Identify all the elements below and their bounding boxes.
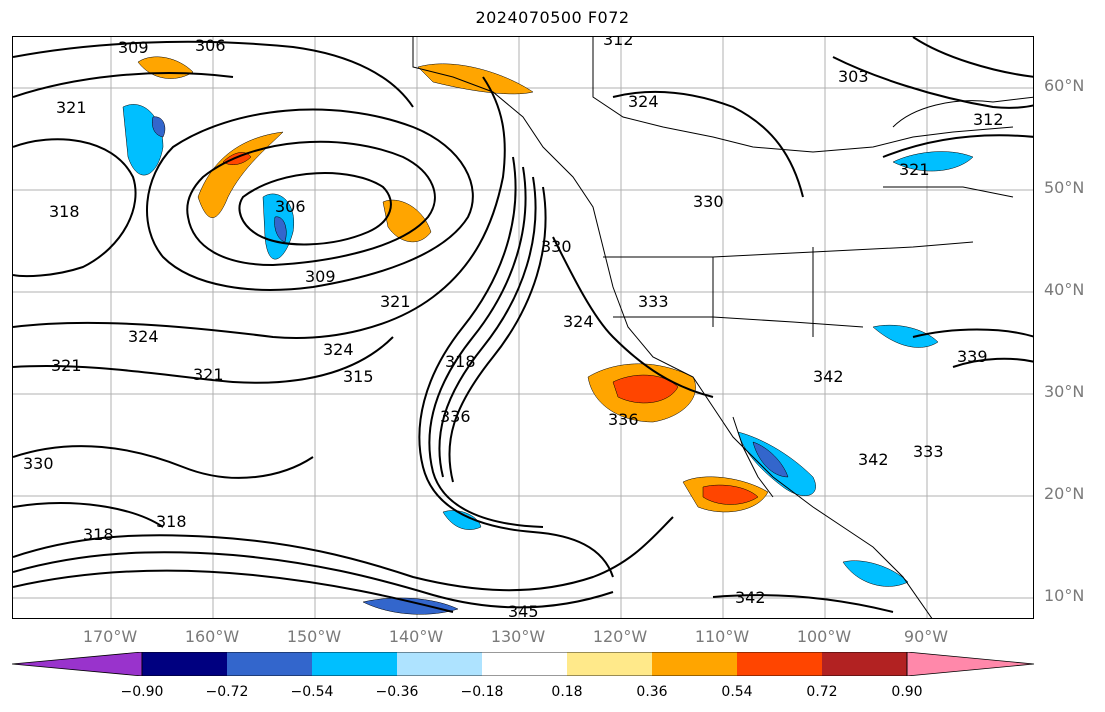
colorbar-tick: −0.18 — [460, 684, 504, 700]
contour-label: 336 — [440, 407, 471, 426]
colorbar-tick: 0.72 — [806, 684, 838, 700]
colorbar-tick: −0.54 — [290, 684, 334, 700]
contour-label: 312 — [603, 37, 634, 49]
contour-label: 303 — [838, 67, 869, 86]
colorbar-extend-low — [12, 652, 143, 676]
lon-label-110w: 110°W — [694, 627, 750, 646]
contour-label: 321 — [899, 160, 930, 179]
contour-label: 342 — [858, 450, 889, 469]
colorbar-bin — [822, 652, 907, 676]
colorbar-bin — [312, 652, 397, 676]
contour-label: 333 — [638, 292, 669, 311]
lon-label-90w: 90°W — [903, 627, 949, 646]
lat-label-60n: 60°N — [1044, 76, 1085, 95]
contour-label: 312 — [973, 110, 1004, 129]
contour-label: 330 — [693, 192, 724, 211]
colorbar-bin — [227, 652, 312, 676]
contour-label: 309 — [118, 38, 149, 57]
contour-label: 324 — [128, 327, 159, 346]
lon-label-100w: 100°W — [796, 627, 852, 646]
contour-label: 318 — [83, 525, 114, 544]
contour-label: 321 — [193, 365, 224, 384]
colorbar-bin — [397, 652, 482, 676]
colorbar-bin — [482, 652, 567, 676]
contour-label: 336 — [608, 410, 639, 429]
colorbar-tick: 0.18 — [551, 684, 583, 700]
colorbar-bin — [652, 652, 737, 676]
lon-label-160w: 160°W — [184, 627, 240, 646]
colorbar-bin — [737, 652, 822, 676]
lon-label-120w: 120°W — [592, 627, 648, 646]
graticule — [13, 37, 1033, 618]
colorbar-bin — [567, 652, 652, 676]
coastlines — [412, 37, 1033, 618]
contour-label: 324 — [628, 92, 659, 111]
lat-label-40n: 40°N — [1044, 280, 1085, 299]
lat-label-50n: 50°N — [1044, 178, 1085, 197]
contour-label: 345 — [508, 602, 539, 619]
map-title: 2024070500 F072 — [475, 8, 630, 27]
contour-label: 330 — [541, 237, 572, 256]
lon-label-130w: 130°W — [490, 627, 546, 646]
colorbar-tick: −0.90 — [120, 684, 164, 700]
map-canvas: 309 306 321 318 324 321 321 306 309 321 … — [13, 37, 1033, 619]
colorbar-extend-high — [906, 652, 1035, 676]
colorbar-tick: 0.90 — [891, 684, 923, 700]
contour-label: 342 — [813, 367, 844, 386]
colorbar-tick: 0.54 — [721, 684, 753, 700]
contour-label: 330 — [23, 454, 54, 473]
contour-label: 309 — [305, 267, 336, 286]
contour-label: 318 — [445, 352, 476, 371]
contour-label: 321 — [51, 356, 82, 375]
colorbar — [12, 652, 1035, 676]
contour-label: 318 — [156, 512, 187, 531]
map-panel: 309 306 321 318 324 321 321 306 309 321 … — [12, 36, 1034, 619]
contour-label: 318 — [49, 202, 80, 221]
lon-label-150w: 150°W — [286, 627, 342, 646]
contour-label: 333 — [913, 442, 944, 461]
lon-label-170w: 170°W — [82, 627, 138, 646]
lat-label-30n: 30°N — [1044, 382, 1085, 401]
contour-label: 321 — [380, 292, 411, 311]
lon-label-140w: 140°W — [388, 627, 444, 646]
contour-label: 324 — [323, 340, 354, 359]
contour-label: 315 — [343, 367, 374, 386]
contour-label: 306 — [195, 37, 226, 55]
lat-label-20n: 20°N — [1044, 484, 1085, 503]
contour-label: 342 — [735, 588, 766, 607]
contour-label: 321 — [56, 98, 87, 117]
contour-labels: 309 306 321 318 324 321 321 306 309 321 … — [23, 37, 1004, 619]
colorbar-tick: −0.36 — [375, 684, 419, 700]
colorbar-tick: −0.72 — [205, 684, 249, 700]
shaded-field — [122, 56, 974, 615]
contours — [13, 37, 1033, 613]
colorbar-tick: 0.36 — [636, 684, 668, 700]
contour-label: 324 — [563, 312, 594, 331]
colorbar-bin — [142, 652, 227, 676]
contour-label: 306 — [275, 197, 306, 216]
contour-label: 339 — [957, 347, 988, 366]
lat-label-10n: 10°N — [1044, 586, 1085, 605]
